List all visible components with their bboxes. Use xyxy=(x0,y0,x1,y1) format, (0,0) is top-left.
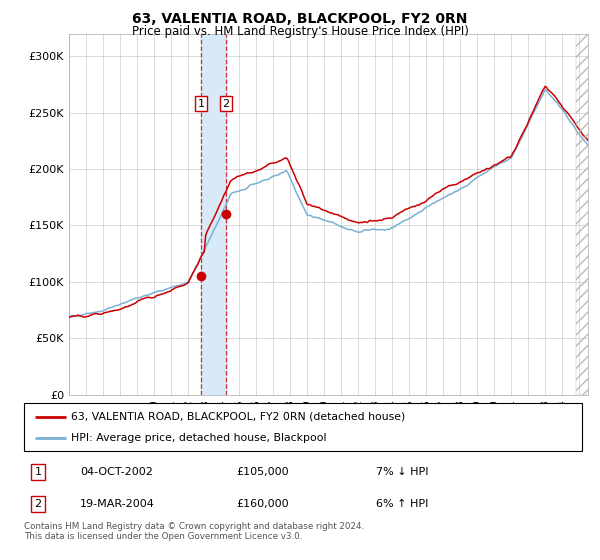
Text: 1: 1 xyxy=(34,466,41,477)
Text: 7% ↓ HPI: 7% ↓ HPI xyxy=(376,466,428,477)
FancyBboxPatch shape xyxy=(24,403,582,451)
Text: 19-MAR-2004: 19-MAR-2004 xyxy=(80,499,155,509)
Text: HPI: Average price, detached house, Blackpool: HPI: Average price, detached house, Blac… xyxy=(71,433,327,444)
Text: £105,000: £105,000 xyxy=(236,466,289,477)
Text: 04-OCT-2002: 04-OCT-2002 xyxy=(80,466,152,477)
Text: 1: 1 xyxy=(197,99,205,109)
Text: Price paid vs. HM Land Registry's House Price Index (HPI): Price paid vs. HM Land Registry's House … xyxy=(131,25,469,38)
Text: £160,000: £160,000 xyxy=(236,499,289,509)
Bar xyxy=(201,34,226,395)
Text: 2: 2 xyxy=(223,99,229,109)
Text: 63, VALENTIA ROAD, BLACKPOOL, FY2 0RN (detached house): 63, VALENTIA ROAD, BLACKPOOL, FY2 0RN (d… xyxy=(71,412,406,422)
Text: 63, VALENTIA ROAD, BLACKPOOL, FY2 0RN: 63, VALENTIA ROAD, BLACKPOOL, FY2 0RN xyxy=(133,12,467,26)
Text: Contains HM Land Registry data © Crown copyright and database right 2024.
This d: Contains HM Land Registry data © Crown c… xyxy=(24,522,364,542)
Text: 2: 2 xyxy=(34,499,41,509)
Text: 6% ↑ HPI: 6% ↑ HPI xyxy=(376,499,428,509)
